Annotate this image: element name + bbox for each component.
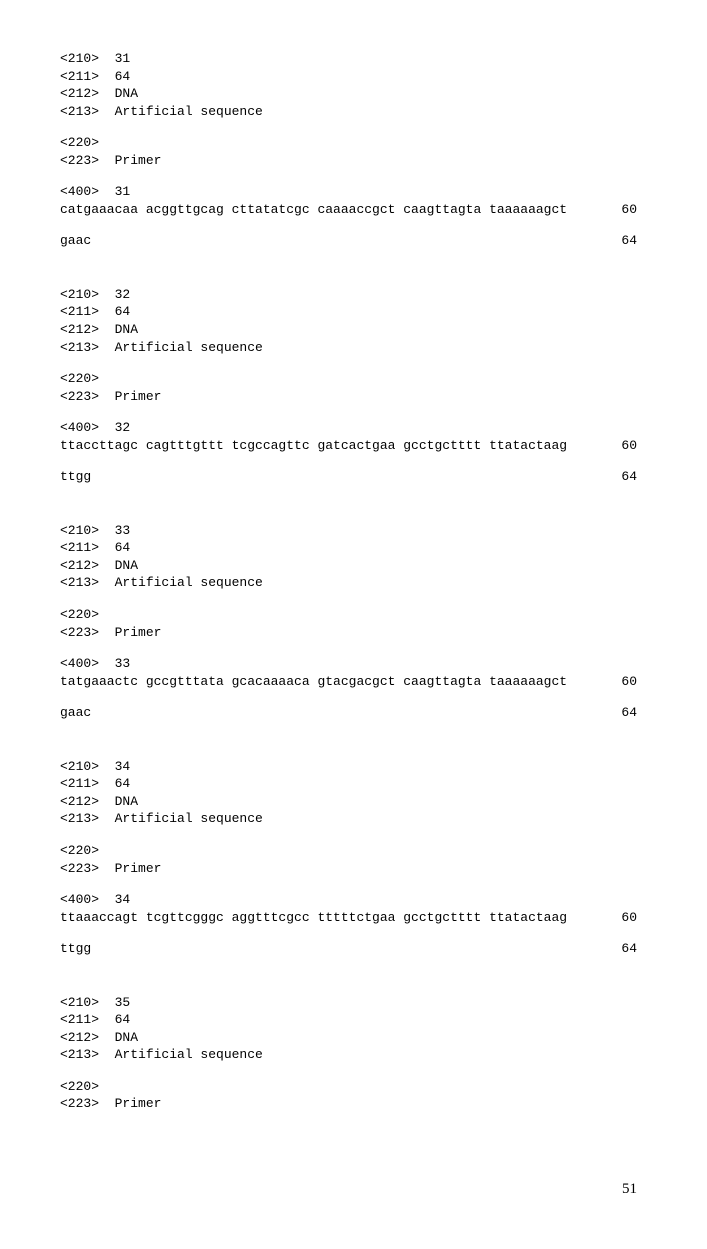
- spacer: [60, 877, 647, 891]
- spacer: [60, 926, 647, 940]
- tag-223: <223> Primer: [60, 388, 647, 406]
- tag-213: <213> Artificial sequence: [60, 103, 647, 121]
- tag-212: <212> DNA: [60, 321, 647, 339]
- sequence-text: tatgaaactc gccgtttata gcacaaaaca gtacgac…: [60, 673, 567, 691]
- tag-212: <212> DNA: [60, 557, 647, 575]
- spacer: [60, 405, 647, 419]
- sequence-text: ttgg: [60, 468, 91, 486]
- tag-220: <220>: [60, 1078, 647, 1096]
- tag-220: <220>: [60, 370, 647, 388]
- sequence-text: catgaaacaa acggttgcag cttatatcgc caaaacc…: [60, 201, 567, 219]
- tag-211: <211> 64: [60, 539, 647, 557]
- tag-210: <210> 33: [60, 522, 647, 540]
- tag-223: <223> Primer: [60, 152, 647, 170]
- sequence-entry: <210> 31<211> 64<212> DNA<213> Artificia…: [60, 50, 647, 250]
- sequence-line: catgaaacaa acggttgcag cttatatcgc caaaacc…: [60, 201, 647, 219]
- tag-212: <212> DNA: [60, 85, 647, 103]
- tag-212: <212> DNA: [60, 1029, 647, 1047]
- spacer: [60, 508, 647, 522]
- tag-400: <400> 33: [60, 655, 647, 673]
- sequence-position: 64: [621, 468, 647, 486]
- sequence-text: gaac: [60, 232, 91, 250]
- tag-213: <213> Artificial sequence: [60, 339, 647, 357]
- tag-223: <223> Primer: [60, 1095, 647, 1113]
- tag-213: <213> Artificial sequence: [60, 574, 647, 592]
- tag-220: <220>: [60, 842, 647, 860]
- tag-223: <223> Primer: [60, 624, 647, 642]
- spacer: [60, 690, 647, 704]
- tag-210: <210> 34: [60, 758, 647, 776]
- sequence-entry: <210> 32<211> 64<212> DNA<213> Artificia…: [60, 286, 647, 486]
- sequence-position: 64: [621, 704, 647, 722]
- sequence-entry: <210> 35<211> 64<212> DNA<213> Artificia…: [60, 994, 647, 1113]
- sequence-position: 60: [621, 673, 647, 691]
- tag-220: <220>: [60, 606, 647, 624]
- spacer: [60, 169, 647, 183]
- sequence-line: gaac 64: [60, 232, 647, 250]
- sequence-text: ttaaaccagt tcgttcgggc aggtttcgcc tttttct…: [60, 909, 567, 927]
- spacer: [60, 454, 647, 468]
- sequence-line: tatgaaactc gccgtttata gcacaaaaca gtacgac…: [60, 673, 647, 691]
- tag-210: <210> 32: [60, 286, 647, 304]
- spacer: [60, 744, 647, 758]
- sequence-position: 60: [621, 437, 647, 455]
- sequence-position: 60: [621, 201, 647, 219]
- spacer: [60, 641, 647, 655]
- spacer: [60, 980, 647, 994]
- sequence-entry: <210> 33<211> 64<212> DNA<213> Artificia…: [60, 522, 647, 722]
- sequence-text: ttgg: [60, 940, 91, 958]
- tag-210: <210> 31: [60, 50, 647, 68]
- tag-211: <211> 64: [60, 303, 647, 321]
- page-number: 51: [60, 1179, 647, 1199]
- tag-400: <400> 32: [60, 419, 647, 437]
- spacer: [60, 272, 647, 286]
- sequence-listing-page: <210> 31<211> 64<212> DNA<213> Artificia…: [60, 50, 647, 1149]
- sequence-line: ttgg 64: [60, 940, 647, 958]
- sequence-entry: <210> 34<211> 64<212> DNA<213> Artificia…: [60, 758, 647, 958]
- tag-211: <211> 64: [60, 1011, 647, 1029]
- sequence-position: 64: [621, 232, 647, 250]
- tag-212: <212> DNA: [60, 793, 647, 811]
- sequence-line: ttgg 64: [60, 468, 647, 486]
- sequence-text: ttaccttagc cagtttgttt tcgccagttc gatcact…: [60, 437, 567, 455]
- sequence-position: 60: [621, 909, 647, 927]
- tag-223: <223> Primer: [60, 860, 647, 878]
- sequence-text: gaac: [60, 704, 91, 722]
- spacer: [60, 592, 647, 606]
- sequence-line: ttaccttagc cagtttgttt tcgccagttc gatcact…: [60, 437, 647, 455]
- sequence-line: ttaaaccagt tcgttcgggc aggtttcgcc tttttct…: [60, 909, 647, 927]
- tag-213: <213> Artificial sequence: [60, 810, 647, 828]
- tag-220: <220>: [60, 134, 647, 152]
- sequence-line: gaac 64: [60, 704, 647, 722]
- spacer: [60, 828, 647, 842]
- tag-211: <211> 64: [60, 68, 647, 86]
- spacer: [60, 218, 647, 232]
- tag-400: <400> 34: [60, 891, 647, 909]
- spacer: [60, 1135, 647, 1149]
- sequence-position: 64: [621, 940, 647, 958]
- tag-213: <213> Artificial sequence: [60, 1046, 647, 1064]
- spacer: [60, 356, 647, 370]
- spacer: [60, 1064, 647, 1078]
- tag-210: <210> 35: [60, 994, 647, 1012]
- spacer: [60, 120, 647, 134]
- tag-211: <211> 64: [60, 775, 647, 793]
- tag-400: <400> 31: [60, 183, 647, 201]
